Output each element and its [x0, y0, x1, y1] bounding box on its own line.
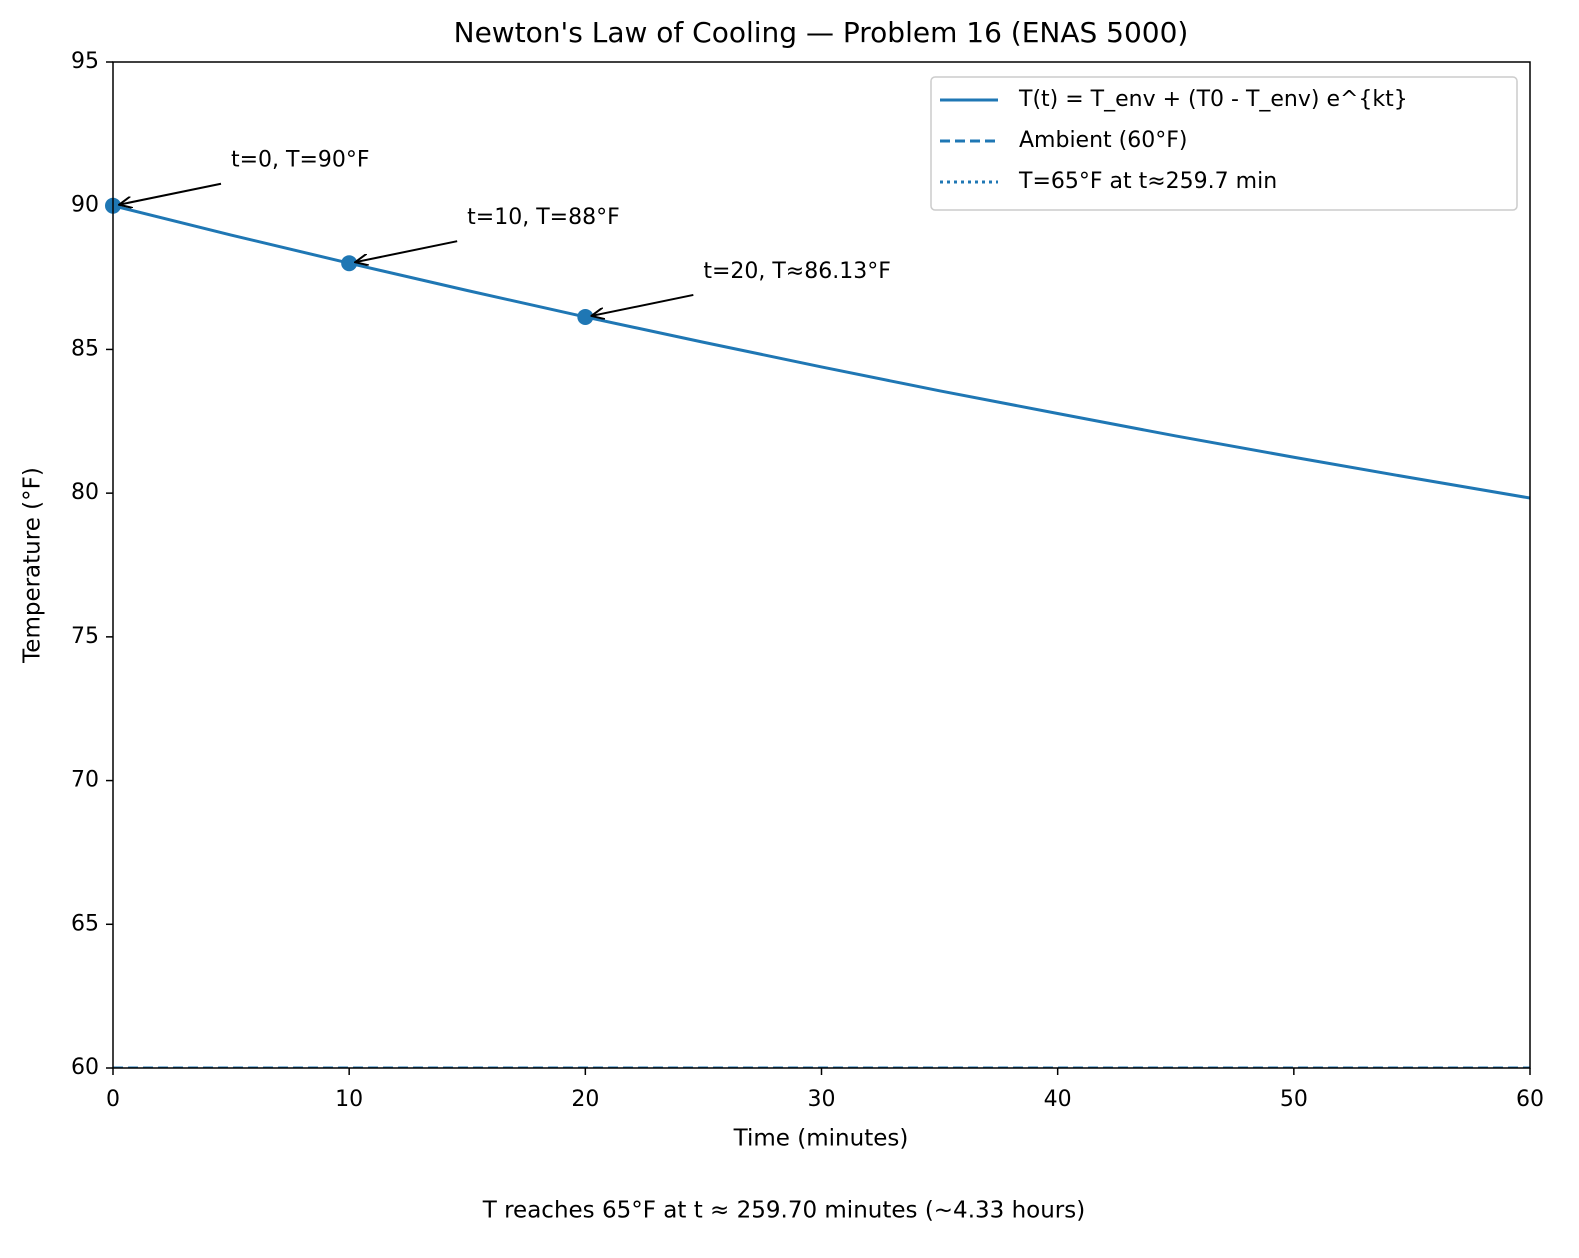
- x-axis-label: Time (minutes): [733, 1126, 909, 1152]
- plot-area: [113, 204, 1530, 1068]
- annotation: t=20, T≈86.13°F: [703, 259, 891, 284]
- annotation: t=10, T=88°F: [467, 205, 620, 230]
- legend-box: [930, 76, 1518, 211]
- chart-title: Newton's Law of Cooling — Problem 16 (EN…: [454, 16, 1189, 49]
- data-point: [341, 255, 358, 272]
- footnote: T reaches 65°F at t ≈ 259.70 minutes (~4…: [482, 1198, 1085, 1224]
- y-tick-label: 75: [71, 624, 99, 649]
- legend-label: Ambient (60°F): [1019, 128, 1187, 153]
- annotation-arrow: [355, 240, 458, 262]
- x-tick-label: 60: [1516, 1087, 1544, 1112]
- axes-frame: [112, 61, 1531, 1069]
- annotation: t=0, T=90°F: [231, 148, 370, 173]
- y-tick-label: 70: [71, 768, 99, 793]
- x-tick-label: 50: [1280, 1087, 1308, 1112]
- x-tick-label: 0: [106, 1087, 120, 1112]
- x-tick-label: 40: [1044, 1087, 1072, 1112]
- y-tick-label: 60: [71, 1055, 99, 1080]
- y-tick-label: 95: [71, 49, 99, 74]
- series-line: [113, 204, 1530, 500]
- annotation-arrow: [591, 293, 694, 316]
- data-point: [577, 308, 594, 325]
- x-tick-label: 20: [571, 1087, 599, 1112]
- annotation-arrow: [119, 182, 222, 205]
- legend-label: T(t) = T_env + (T0 - T_env) e^{kt}: [1018, 87, 1408, 112]
- y-axis-label: Temperature (°F): [20, 467, 46, 664]
- y-tick-label: 90: [71, 193, 99, 218]
- y-tick-label: 65: [71, 911, 99, 936]
- y-tick-label: 85: [71, 336, 99, 361]
- x-tick-label: 30: [808, 1087, 836, 1112]
- y-tick-label: 80: [71, 480, 99, 505]
- legend-label: T=65°F at t≈259.7 min: [1018, 169, 1277, 194]
- x-tick-label: 10: [335, 1087, 363, 1112]
